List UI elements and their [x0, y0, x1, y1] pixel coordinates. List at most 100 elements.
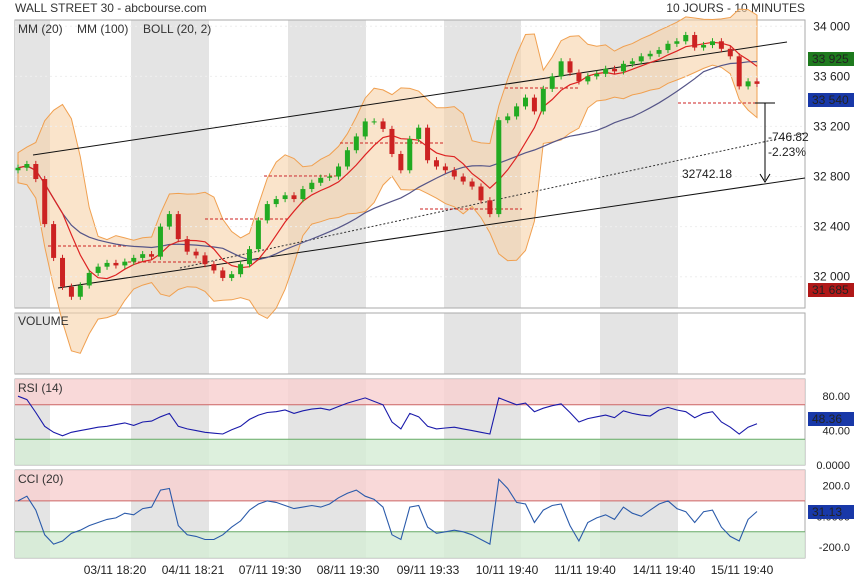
candle-body	[612, 68, 618, 72]
candle-body	[344, 150, 350, 167]
candle-body	[86, 272, 92, 286]
rsi-tick-label: 0.0000	[816, 460, 850, 472]
candle-body	[140, 254, 146, 258]
low-badge-text: 31 685	[812, 283, 849, 297]
low-badge: 31 685	[808, 283, 854, 297]
candle-body	[353, 136, 359, 151]
rsi-series	[17, 395, 758, 437]
session-band-0-1	[15, 313, 50, 374]
chart-period: 10 JOURS - 10 MINUTES	[666, 1, 805, 15]
x-tick-label: 09/11 19:33	[397, 563, 460, 577]
candle-body	[407, 138, 413, 171]
candle-body	[184, 239, 190, 252]
candle-body	[451, 170, 457, 177]
candle-body	[656, 50, 662, 54]
candle-body	[60, 257, 66, 287]
candle-body	[505, 116, 511, 121]
rsi-line	[17, 395, 758, 437]
candle-body	[620, 63, 626, 72]
candle-body	[389, 128, 395, 154]
session-band-1-1	[131, 313, 209, 374]
candle-body	[496, 120, 502, 215]
candle-body	[255, 220, 261, 250]
rsi-y-axis: 80.00 40.00 0.0000	[816, 391, 850, 472]
mm100-line	[17, 61, 758, 261]
cci-line	[17, 478, 758, 545]
moving-averages	[17, 41, 758, 280]
current-price-text: 33 540	[812, 93, 849, 107]
candle-body	[193, 251, 199, 256]
candle-body	[24, 164, 30, 168]
candle-body	[309, 182, 315, 190]
candle-body	[33, 164, 39, 180]
cci-overbought-zone	[15, 470, 805, 501]
candle-body	[157, 226, 163, 257]
candle-body	[327, 176, 333, 178]
candle-body	[692, 35, 698, 48]
candle-body	[211, 264, 217, 271]
candle-body	[282, 195, 288, 200]
candle-body	[300, 189, 306, 200]
candle-body	[594, 73, 600, 77]
cci-title: CCI (20)	[18, 472, 63, 486]
rsi-zones	[15, 379, 805, 465]
rsi-oversold-zone	[15, 439, 805, 465]
candle-body	[371, 121, 377, 123]
x-tick-label: 15/11 19:40	[711, 563, 774, 577]
candle-body	[727, 48, 733, 57]
cci-tick-label: -200.0	[819, 542, 850, 554]
bollinger-area	[17, 8, 758, 354]
candle-body	[238, 264, 244, 275]
candle-body	[291, 195, 297, 200]
session-band-4-1	[600, 313, 678, 374]
price-tick-label: 32 000	[813, 270, 850, 284]
price-tick-label: 33 200	[813, 119, 850, 133]
candle-body	[647, 53, 653, 57]
legend-mm100: MM (100)	[77, 22, 128, 36]
rsi-tick-label: 80.00	[822, 391, 850, 403]
x-tick-label: 03/11 18:20	[84, 563, 147, 577]
price-tick-label: 32 800	[813, 170, 850, 184]
candle-body	[469, 181, 475, 187]
legend-mm20: MM (20)	[18, 22, 63, 36]
candle-body	[166, 214, 172, 227]
annotation-value: 32742.18	[682, 167, 732, 181]
high-badge: 33 925	[808, 52, 854, 66]
candle-body	[576, 72, 582, 82]
candle-body	[478, 186, 484, 201]
x-tick-label: 14/11 19:40	[633, 563, 696, 577]
candle-body	[68, 286, 74, 297]
rsi-value-text: 48.36	[812, 412, 842, 426]
candle-body	[362, 121, 368, 137]
candle-body	[540, 88, 546, 112]
middle-channel-line	[179, 132, 806, 269]
candle-body	[122, 261, 128, 266]
candle-body	[629, 61, 635, 64]
candle-body	[15, 167, 21, 171]
candle-body	[442, 166, 448, 171]
candle-body	[318, 177, 324, 183]
candle-body	[754, 81, 760, 84]
lower-channel-line	[57, 177, 806, 289]
chart-title: WALL STREET 30 - abcbourse.com	[15, 1, 207, 15]
candle-body	[246, 249, 252, 265]
candle-body	[398, 153, 404, 171]
candle-body	[736, 56, 742, 87]
candle-body	[336, 166, 342, 177]
cci-value-badge: 31.13	[808, 505, 854, 519]
rsi-overbought-zone	[15, 379, 805, 405]
price-y-axis: 34 000 33 600 33 200 32 800 32 400 32 000	[813, 19, 850, 283]
x-tick-label: 07/11 19:30	[239, 563, 302, 577]
candle-body	[638, 56, 644, 62]
candle-body	[149, 254, 155, 257]
candle-body	[674, 41, 680, 44]
candle-body	[683, 35, 689, 42]
price-grid	[15, 25, 805, 278]
x-tick-label: 10/11 19:40	[476, 563, 539, 577]
candle-body	[487, 200, 493, 215]
candle-body	[549, 76, 555, 89]
cci-value-text: 31.13	[812, 505, 842, 519]
candle-body	[273, 199, 279, 205]
legend-boll: BOLL (20, 2)	[143, 22, 211, 36]
